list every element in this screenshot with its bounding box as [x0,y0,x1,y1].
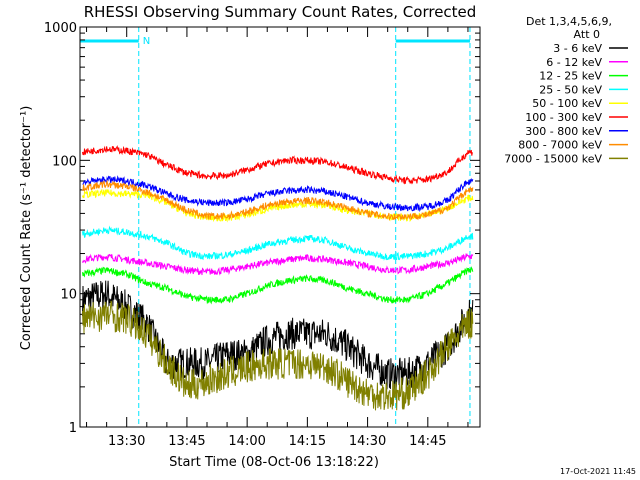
x-tick-label: 14:30 [349,434,386,449]
legend-label: 12 - 25 keV [539,70,602,83]
series-line [82,280,474,390]
legend-label: 300 - 800 keV [525,125,602,138]
chart-title: RHESSI Observing Summary Count Rates, Co… [84,3,477,21]
series-line [82,300,474,411]
y-axis-label: Corrected Count Rate (s⁻¹ detector⁻¹) [19,106,34,351]
legend-label: 100 - 300 keV [525,111,602,124]
x-tick-label: 13:30 [108,434,145,449]
y-tick-label: 10 [60,288,77,303]
series-line [82,225,474,261]
series-line [82,179,474,221]
legend-label: 800 - 7000 keV [518,139,602,152]
x-tick-label: 13:45 [168,434,205,449]
legend-label: 50 - 100 keV [532,97,602,110]
y-tick-label: 100 [52,154,77,169]
y-tick-label: 1000 [44,21,77,36]
x-tick-label: 14:45 [409,434,446,449]
night-intervals [79,27,471,427]
series-line [82,175,474,213]
legend-label: 25 - 50 keV [539,83,602,96]
series-lines [82,145,474,411]
legend-header-line-2: Att 0 [574,28,600,41]
series-line [82,145,473,185]
x-axis-label: Start Time (08-Oct-06 13:18:22) [169,455,379,470]
series-line [82,252,474,276]
legend-label: 3 - 6 keV [553,42,602,55]
legend-label: 6 - 12 keV [546,56,602,69]
footer-date: 17-Oct-2021 11:45 [560,467,636,476]
x-tick-label: 14:15 [289,434,326,449]
y-tick-label: 1 [69,421,77,436]
annotations: N [143,36,150,47]
x-axis: 13:30 13:45 14:00 14:15 14:30 14:45 [86,27,469,449]
annotation-label: N [143,36,150,47]
legend-label: 7000 - 15000 keV [504,152,602,165]
series-line [82,266,474,305]
x-tick-label: 14:00 [228,434,265,449]
plot-frame [79,26,481,428]
legend-header-line-1: Det 1,3,4,5,6,9, [526,15,612,28]
